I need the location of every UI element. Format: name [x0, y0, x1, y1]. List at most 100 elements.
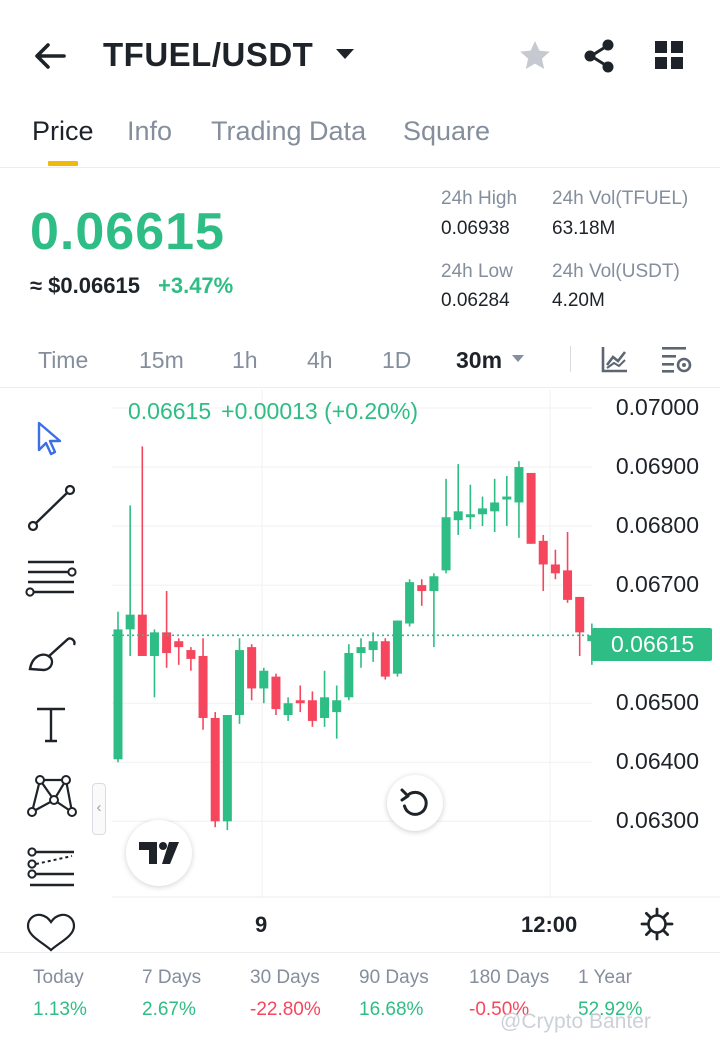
candle-body-29 — [465, 514, 475, 518]
perf-label-30d: 30 Days — [250, 967, 320, 988]
candle-body-6 — [186, 650, 196, 659]
caret-down-icon[interactable] — [334, 47, 356, 61]
candle-body-19 — [344, 653, 354, 698]
ohlc-readout: 0.06615 +0.00013 (+0.20%) — [128, 398, 418, 425]
candle-body-38 — [575, 596, 585, 633]
cursor-icon[interactable] — [22, 410, 80, 466]
change-percent: +3.47% — [158, 273, 234, 298]
candlestick-chart[interactable] — [0, 390, 720, 950]
tab-bar: Price Info Trading Data Square — [0, 110, 720, 168]
candle-body-30 — [478, 508, 487, 515]
perf-label-1y: 1 Year — [578, 967, 632, 988]
perf-value-1y: 52.92% — [578, 999, 643, 1020]
perf-label-7d: 7 Days — [142, 967, 202, 988]
candle-body-23 — [392, 620, 402, 674]
interval-15m[interactable]: 15m — [139, 347, 184, 373]
candle-body-0 — [113, 629, 123, 760]
candle-body-8 — [210, 717, 220, 822]
candle-body-17 — [320, 697, 330, 718]
header: TFUEL/USDT — [0, 0, 720, 110]
tradingview-logo[interactable] — [126, 820, 192, 886]
candle-body-15 — [295, 700, 305, 704]
candle-body-11 — [247, 647, 257, 689]
low-label: 24h Low — [441, 261, 513, 282]
y-axis-label: 0.06300 — [615, 807, 699, 834]
y-axis-label: 0.06700 — [615, 571, 699, 598]
tab-price[interactable]: Price — [32, 116, 94, 146]
pair-title[interactable]: TFUEL/USDT — [103, 36, 314, 73]
measure-icon[interactable] — [22, 842, 80, 898]
candle-body-35 — [538, 540, 548, 565]
ohlc-change: +0.00013 (+0.20%) — [221, 398, 419, 424]
candle-body-14 — [283, 703, 293, 716]
tab-info[interactable]: Info — [127, 116, 173, 146]
candle-body-28 — [453, 511, 463, 521]
interval-4h[interactable]: 4h — [307, 347, 333, 373]
interval-1h[interactable]: 1h — [232, 347, 258, 373]
interval-bar: Time 15m 1h 4h 1D 30m — [0, 330, 720, 388]
candle-body-25 — [417, 585, 427, 592]
perf-value-180d: -0.50% — [469, 999, 530, 1020]
star-icon[interactable] — [517, 38, 553, 74]
chart-gear-icon[interactable] — [640, 907, 674, 941]
x-axis-label-1200: 12:00 — [521, 912, 578, 937]
indicator-icon[interactable] — [600, 344, 630, 374]
toolbar-collapse-handle[interactable]: ‹ — [92, 783, 106, 835]
high-label: 24h High — [441, 188, 518, 209]
candle-body-34 — [526, 472, 536, 544]
candle-body-18 — [332, 700, 342, 713]
chart-settings-bars-icon[interactable] — [660, 344, 692, 374]
candle-body-22 — [380, 641, 390, 677]
vol-base-value: 63.18M — [552, 218, 616, 239]
low-value: 0.06284 — [441, 290, 510, 311]
perf-value-7d: 2.67% — [142, 999, 196, 1020]
grid-icon[interactable] — [654, 40, 684, 70]
candle-body-36 — [550, 564, 560, 574]
usd-price: ≈ $0.06615 — [30, 273, 140, 298]
candle-body-21 — [368, 641, 378, 651]
candle-body-12 — [259, 670, 269, 689]
candle-body-7 — [198, 655, 208, 718]
trend-line-icon[interactable] — [22, 480, 80, 536]
candle-body-39 — [587, 635, 597, 642]
share-icon[interactable] — [582, 38, 616, 74]
candle-body-26 — [429, 576, 439, 592]
high-value: 0.06938 — [441, 218, 510, 239]
favorites-heart-icon[interactable] — [22, 912, 80, 952]
last-price: 0.06615 — [30, 203, 225, 261]
last-price-tag: 0.06615 — [592, 628, 712, 661]
back-arrow-icon[interactable] — [30, 38, 70, 74]
horizontal-lines-icon[interactable] — [22, 552, 80, 608]
vol-base-label: 24h Vol(TFUEL) — [552, 188, 689, 209]
performance-row: Today 1.13% 7 Days 2.67% 30 Days -22.80%… — [0, 952, 720, 1044]
text-tool-icon[interactable] — [22, 697, 80, 753]
reset-chart-icon[interactable] — [387, 775, 443, 831]
candle-body-5 — [174, 641, 184, 648]
candle-body-27 — [441, 517, 451, 571]
candle-body-1 — [125, 614, 135, 630]
candle-body-3 — [149, 632, 159, 656]
interval-caret-down-icon[interactable] — [511, 354, 525, 363]
tab-square[interactable]: Square — [403, 116, 491, 146]
interval-time[interactable]: Time — [38, 347, 89, 373]
tab-trading-data[interactable]: Trading Data — [211, 116, 367, 146]
pattern-icon[interactable] — [22, 768, 80, 824]
candle-body-13 — [271, 676, 281, 710]
candle-body-16 — [307, 700, 317, 721]
candle-body-9 — [222, 715, 232, 822]
candle-body-24 — [405, 582, 415, 624]
x-axis-label-9: 9 — [255, 912, 268, 937]
candle-body-4 — [162, 632, 172, 654]
y-axis-label: 0.07000 — [615, 394, 699, 420]
brush-icon[interactable] — [22, 627, 80, 683]
y-axis-label: 0.06900 — [615, 453, 699, 480]
perf-label-180d: 180 Days — [469, 967, 550, 988]
perf-value-30d: -22.80% — [250, 999, 321, 1020]
candle-body-32 — [502, 496, 512, 500]
interval-30m[interactable]: 30m — [456, 347, 503, 373]
candle-body-37 — [563, 570, 573, 600]
candle-body-10 — [235, 650, 244, 716]
ohlc-price: 0.06615 — [128, 398, 212, 424]
y-axis-label: 0.06400 — [615, 748, 699, 775]
interval-1d[interactable]: 1D — [382, 347, 412, 373]
